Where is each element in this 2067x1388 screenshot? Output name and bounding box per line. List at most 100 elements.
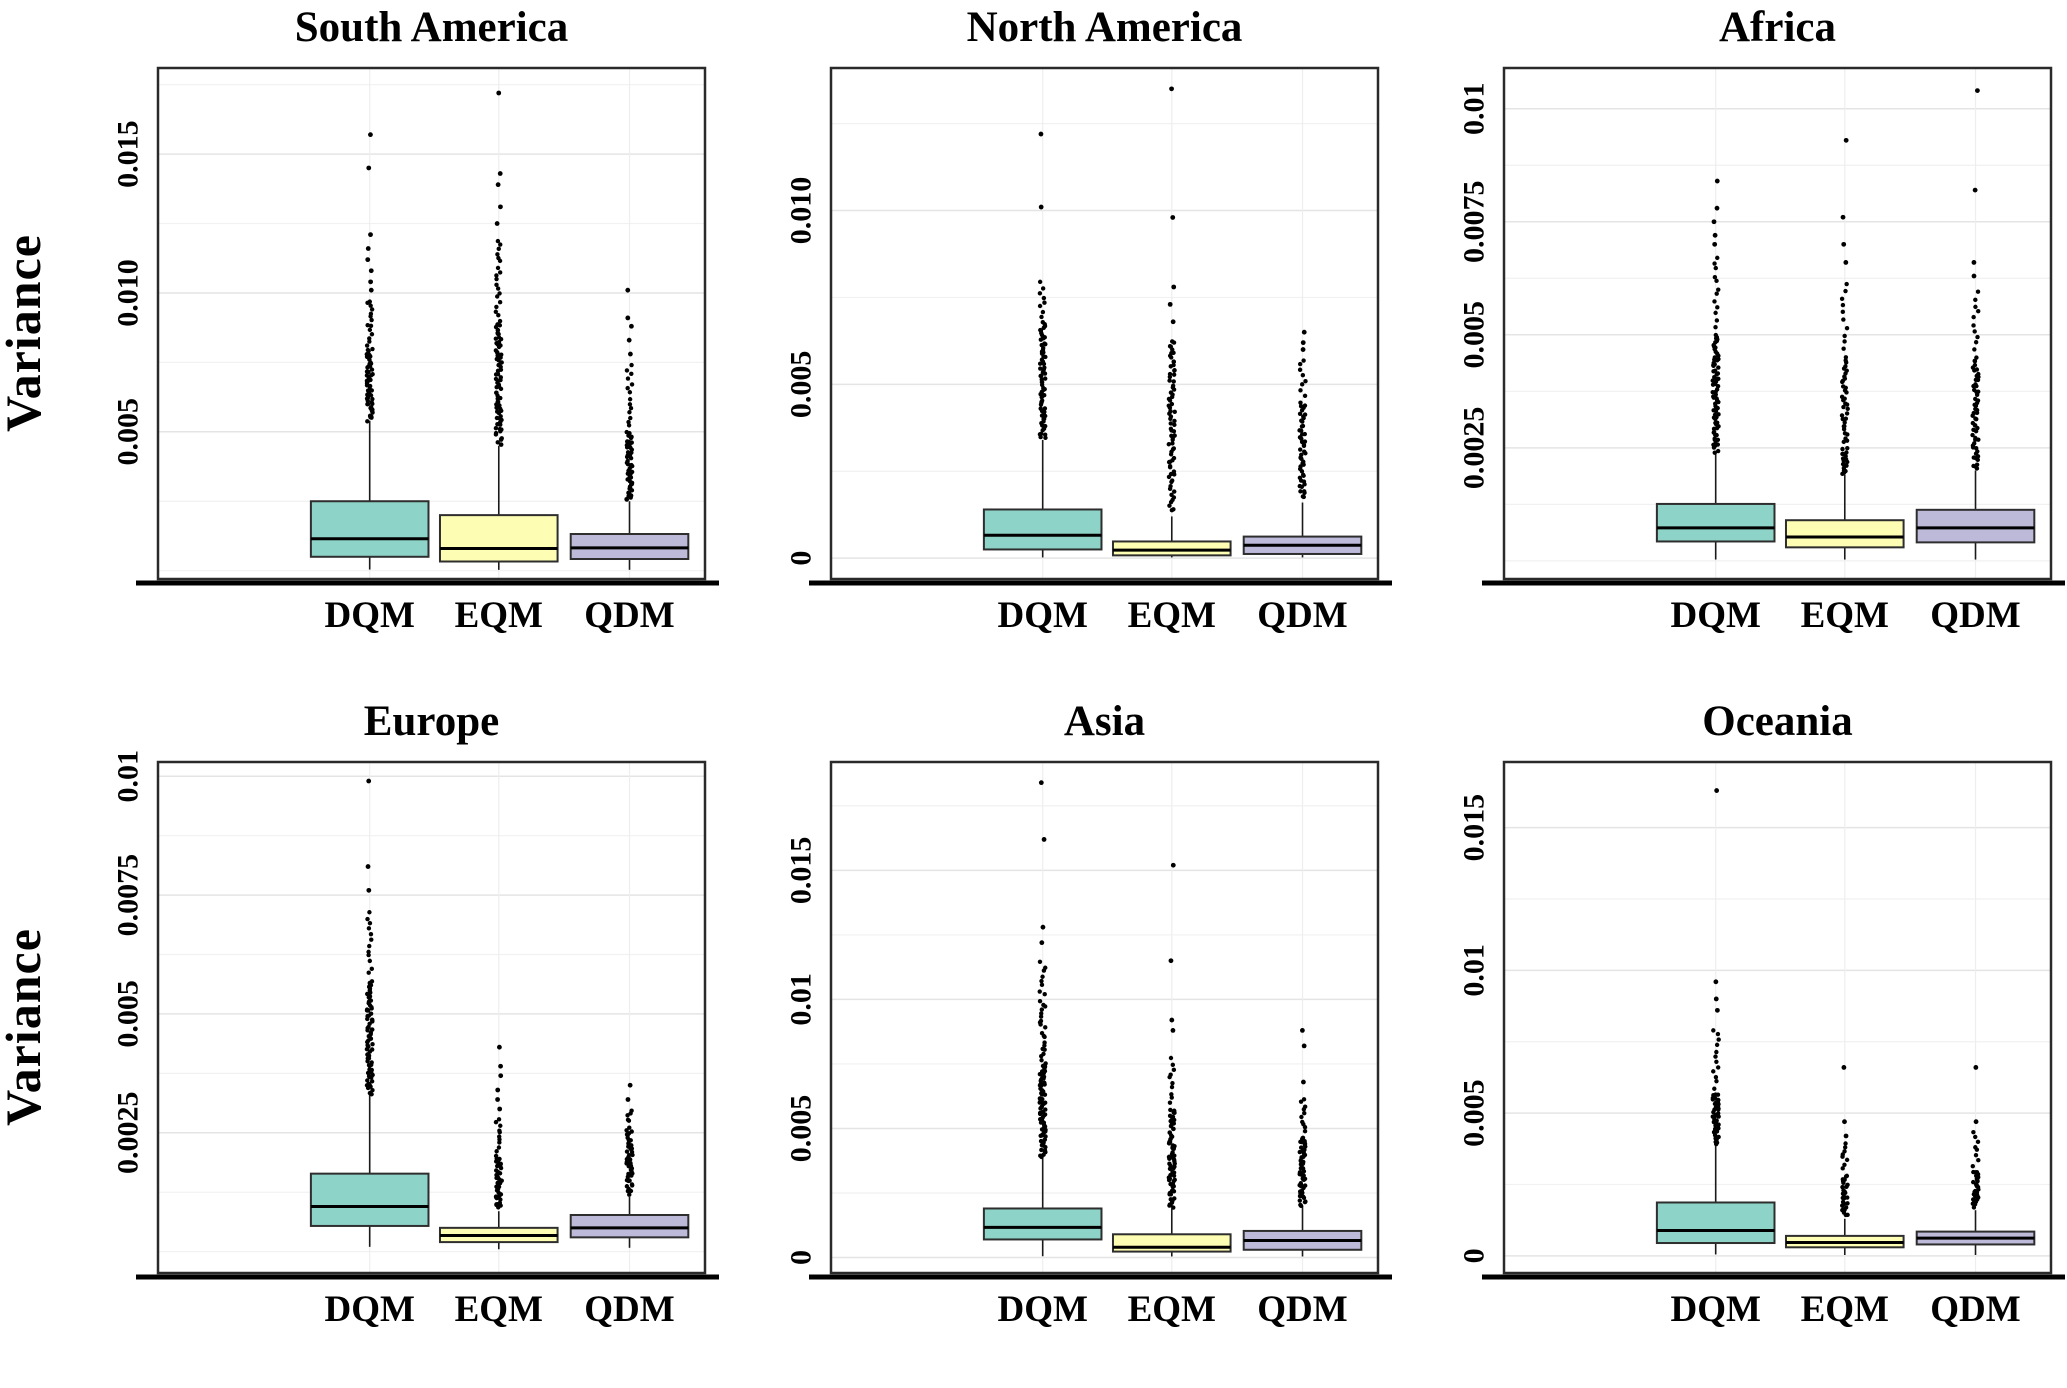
y-tick-label: 0.005 <box>112 980 145 1047</box>
x-tick-label-dqm: DQM <box>1670 595 1760 636</box>
panel-oceania: Oceania 0 0.005 0.01 0.015 DQM EQM QDM <box>1392 694 2065 1388</box>
x-tick-labels: DQM EQM QDM <box>324 595 674 636</box>
outliers-dqm <box>364 778 375 1097</box>
y-tick-label: 0.01 <box>1458 944 1491 997</box>
x-tick-label-eqm: EQM <box>1128 1289 1216 1330</box>
box-dqm <box>309 1094 430 1247</box>
panel-border <box>829 66 1380 581</box>
outliers-qdm <box>624 287 635 502</box>
y-tick-label: 0.0075 <box>1458 181 1491 263</box>
panel-border <box>156 760 707 1275</box>
x-tick-label-eqm: EQM <box>1801 1289 1889 1330</box>
outliers-eqm <box>1166 86 1177 513</box>
outliers-qdm <box>1970 88 1981 471</box>
boxplot-chart-africa: 0.0025 0.005 0.0075 0.01 DQM EQM QDM <box>1458 66 2065 636</box>
y-tick-label: 0.005 <box>785 351 818 419</box>
y-tick-label: 0 <box>1458 1248 1491 1263</box>
outliers-eqm <box>493 90 504 447</box>
outliers-qdm <box>1297 1028 1308 1209</box>
x-tick-label-eqm: EQM <box>1128 595 1216 636</box>
plot-background <box>831 762 1378 1273</box>
y-tick-label: 0.005 <box>1458 301 1491 369</box>
y-axis-title-text: Variance <box>0 928 52 1126</box>
panel-border <box>1502 66 2053 581</box>
figure-row-bottom: Variance Europe 0.0025 0.005 0.0075 0.01 DQM… <box>0 694 2067 1388</box>
x-tick-label-eqm: EQM <box>455 1289 543 1330</box>
outliers-eqm <box>1840 1065 1850 1218</box>
outliers-eqm <box>1839 137 1850 477</box>
outliers-dqm <box>1710 788 1721 1147</box>
y-tick-label: 0 <box>785 551 818 566</box>
y-tick-label: 0.015 <box>785 837 818 905</box>
panel-title-oceania: Oceania <box>1702 698 1853 745</box>
panel-border <box>156 66 707 581</box>
box-qdm <box>1915 470 2036 560</box>
box-dqm <box>1655 1144 1776 1255</box>
x-tick-label-dqm: DQM <box>997 1289 1087 1330</box>
outliers-qdm <box>624 1082 635 1197</box>
y-tick-label: 0.01 <box>112 750 145 803</box>
box-dqm <box>982 439 1103 558</box>
x-tick-label-qdm: QDM <box>1257 595 1347 636</box>
outliers-qdm <box>1970 1065 1981 1210</box>
x-tick-label-dqm: DQM <box>324 1289 414 1330</box>
panel-asia: Asia 0 0.005 0.01 0.015 DQM EQM QDM <box>719 694 1392 1388</box>
panel-title-asia: Asia <box>1063 698 1146 745</box>
y-tick-labels: 0.0025 0.005 0.0075 0.01 <box>1458 82 1491 489</box>
figure-row-top: Variance South America 0.005 0.010 0.015 DQ… <box>0 0 2065 694</box>
y-tick-label: 0.015 <box>1458 794 1491 862</box>
x-tick-label-dqm: DQM <box>997 595 1087 636</box>
y-tick-label: 0.015 <box>112 120 145 188</box>
outliers-dqm <box>1037 780 1048 1160</box>
box-eqm <box>1111 1208 1232 1257</box>
y-tick-labels: 0 0.005 0.010 <box>785 177 818 566</box>
outliers-dqm <box>364 132 375 424</box>
y-axis-title-row-top: Variance <box>0 0 51 694</box>
plot-background <box>1504 68 2051 579</box>
gridlines <box>831 68 1378 579</box>
box-qdm <box>569 501 690 570</box>
y-tick-label: 0.01 <box>785 973 818 1026</box>
y-tick-labels: 0.0025 0.005 0.0075 0.01 <box>112 750 145 1174</box>
outliers-eqm <box>493 1044 504 1210</box>
y-axis-title-row-bottom: Variance <box>0 694 51 1388</box>
boxplot-chart-europe: 0.0025 0.005 0.0075 0.01 DQM EQM QDM <box>112 750 719 1330</box>
y-tick-labels: 0 0.005 0.01 0.015 <box>785 837 818 1265</box>
x-tick-labels: DQM EQM QDM <box>1670 595 2020 636</box>
y-tick-label: 0.005 <box>112 398 145 466</box>
x-tick-label-qdm: QDM <box>1930 1289 2020 1330</box>
y-tick-labels: 0 0.005 0.01 0.015 <box>1458 794 1491 1263</box>
panel-title-north-america: North America <box>966 4 1243 51</box>
x-tick-labels: DQM EQM QDM <box>997 1289 1347 1330</box>
plot-background <box>831 68 1378 579</box>
box-eqm <box>1784 474 1905 560</box>
y-tick-label: 0 <box>785 1250 818 1265</box>
boxplot-chart-asia: 0 0.005 0.01 0.015 DQM EQM QDM <box>785 760 1392 1330</box>
box-dqm <box>1655 452 1776 560</box>
x-tick-label-qdm: QDM <box>584 1289 674 1330</box>
box-qdm <box>1242 502 1363 558</box>
panel-south-america: South America 0.005 0.010 0.015 DQM EQM QDM <box>46 0 719 694</box>
x-tick-labels: DQM EQM QDM <box>324 1289 674 1330</box>
y-tick-label: 0.0075 <box>112 854 145 937</box>
outliers-dqm <box>1710 178 1721 455</box>
panel-title-africa: Africa <box>1719 4 1836 51</box>
box-qdm <box>1915 1210 2036 1256</box>
plot-background <box>158 68 705 579</box>
panel-europe: Europe 0.0025 0.005 0.0075 0.01 DQM EQM QDM <box>46 694 719 1388</box>
box-qdm <box>569 1196 690 1248</box>
outliers-qdm <box>1297 329 1308 500</box>
box-qdm <box>1242 1205 1363 1257</box>
boxplot-chart-south-america: 0.005 0.010 0.015 DQM EQM QDM <box>112 66 719 636</box>
box-dqm <box>309 420 430 570</box>
y-tick-label: 0.005 <box>785 1095 818 1163</box>
x-tick-label-qdm: QDM <box>1257 1289 1347 1330</box>
x-tick-labels: DQM EQM QDM <box>1670 1289 2020 1330</box>
x-tick-label-eqm: EQM <box>1801 595 1889 636</box>
x-tick-labels: DQM EQM QDM <box>997 595 1347 636</box>
outliers-eqm <box>1166 862 1177 1210</box>
y-tick-label: 0.0025 <box>112 1092 145 1175</box>
panel-border <box>1502 760 2053 1275</box>
panel-africa: Africa 0.0025 0.005 0.0075 0.01 DQM EQM QDM <box>1392 0 2065 694</box>
panel-title-europe: Europe <box>363 698 500 745</box>
